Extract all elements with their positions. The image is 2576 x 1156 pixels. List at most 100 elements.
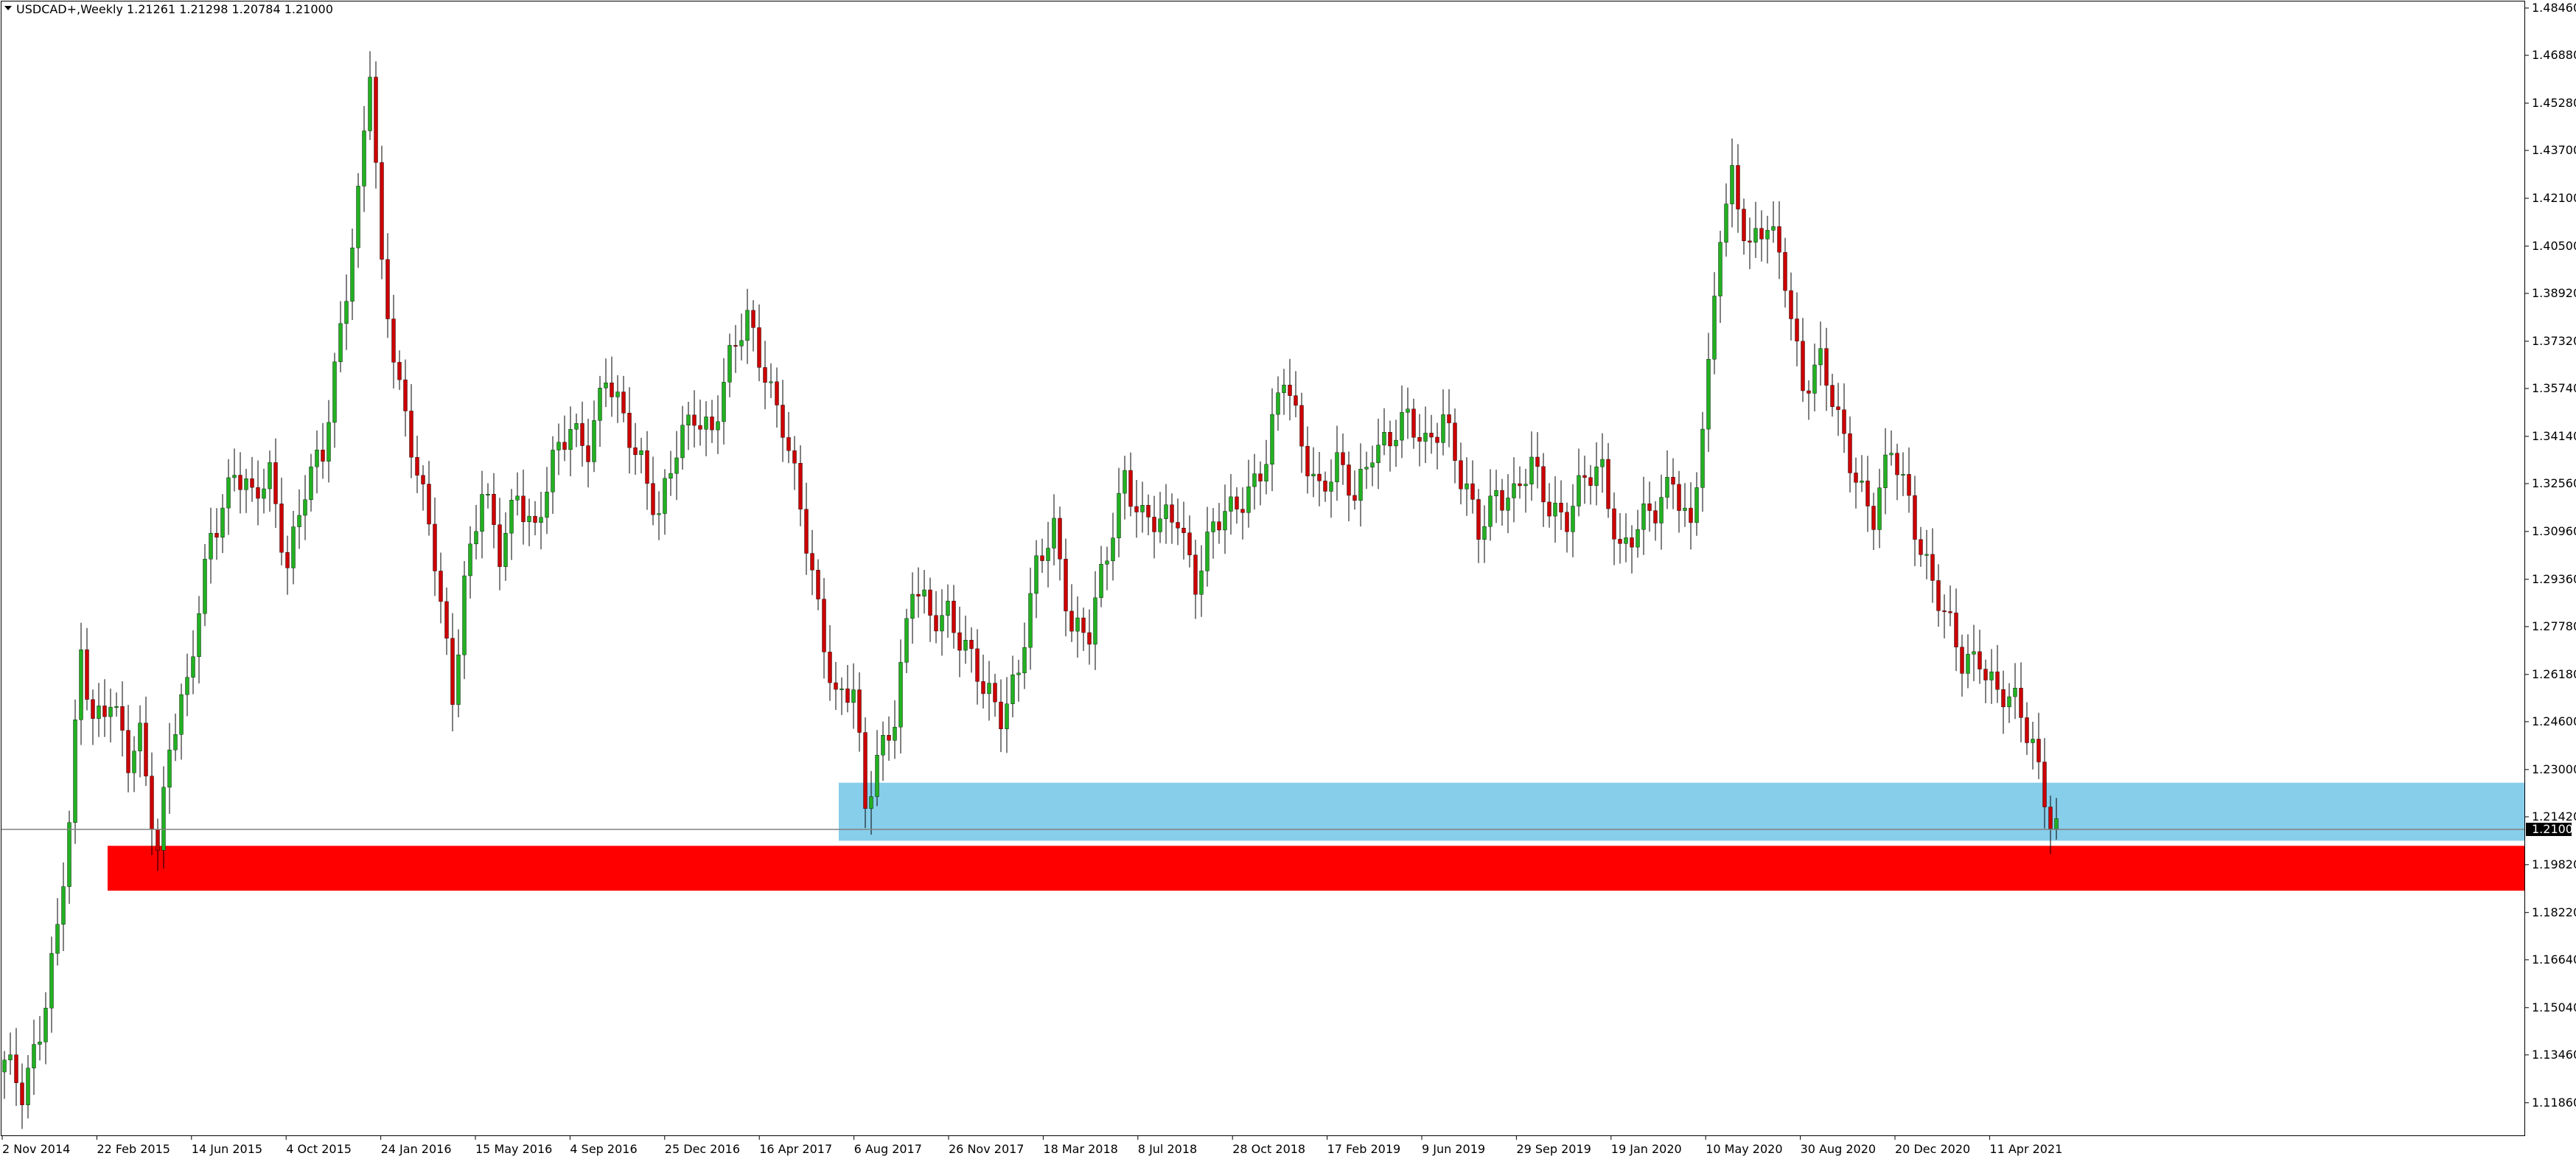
candle: [716, 395, 720, 454]
candle-body: [792, 450, 797, 464]
plot-frame: [1, 1, 2525, 1136]
time-tick-label: 9 Jun 2019: [1422, 1142, 1485, 1156]
candle: [651, 456, 655, 526]
candle-body: [132, 751, 136, 773]
candle: [1541, 453, 1546, 527]
candle: [1771, 201, 1776, 243]
candle-body: [798, 463, 803, 509]
collapse-triangle-icon[interactable]: [4, 6, 12, 10]
candle: [1653, 501, 1658, 541]
candle-body: [1376, 445, 1381, 463]
candle-body: [262, 488, 266, 499]
candle: [1807, 380, 1811, 420]
candle: [1512, 457, 1516, 523]
candle-body: [1040, 555, 1044, 561]
time-axis[interactable]: 2 Nov 2014 22 Feb 2015 14 Jun 2015 4 Oct 20…: [1, 1135, 2062, 1156]
candle-body: [2019, 688, 2023, 718]
candle: [916, 567, 921, 618]
candle-body: [1954, 613, 1958, 647]
candle-body: [515, 495, 520, 501]
candle-body: [1370, 462, 1375, 467]
candle: [1577, 448, 1581, 517]
candle: [462, 560, 467, 680]
candle: [851, 663, 856, 729]
candle: [1005, 677, 1009, 753]
candle-body: [1288, 384, 1292, 396]
candle-body: [1046, 548, 1050, 561]
candle-body: [946, 600, 950, 616]
candle: [1618, 512, 1622, 564]
candle: [1288, 358, 1292, 421]
candle-body: [1028, 593, 1033, 648]
candle-body: [503, 532, 508, 567]
candle: [1352, 470, 1357, 510]
candle-body: [1842, 409, 1846, 434]
candle: [1659, 474, 1664, 550]
candle: [692, 390, 697, 448]
candle: [1258, 461, 1263, 506]
candle-body: [669, 473, 673, 479]
candle: [969, 627, 974, 673]
candle: [1058, 506, 1062, 581]
candle-body: [368, 77, 372, 131]
candle-body: [1594, 466, 1599, 486]
candle-body: [1659, 497, 1664, 523]
candle: [1187, 515, 1192, 568]
candle: [1075, 596, 1080, 658]
candle: [1087, 609, 1092, 665]
demand-zone-blue[interactable]: [839, 782, 2524, 841]
candle: [1641, 476, 1646, 555]
candle: [73, 699, 77, 844]
price-axis[interactable]: 1.48460 1.46880 1.45280 1.43700 1.42100 1.405…: [2524, 1, 2576, 1110]
candle-body: [1582, 475, 1587, 478]
candle-body: [1081, 617, 1086, 633]
candle: [421, 465, 425, 511]
candle: [1924, 529, 1929, 579]
time-tick-label: 24 Jan 2016: [381, 1142, 452, 1156]
candle: [14, 1028, 18, 1107]
candle-body: [14, 1054, 18, 1083]
candle: [2048, 795, 2053, 854]
candle-body: [898, 662, 903, 728]
candle-body: [1447, 414, 1451, 423]
candle-body: [456, 654, 461, 705]
candle: [515, 472, 520, 516]
candle-body: [26, 1068, 30, 1105]
candle-body: [751, 310, 755, 328]
candle: [144, 696, 148, 786]
candle: [2036, 712, 2041, 779]
candle: [869, 770, 873, 835]
candles-layer: [2, 51, 2059, 1129]
candle: [250, 456, 254, 502]
candle-body: [1972, 651, 1976, 655]
candle: [397, 350, 402, 390]
candle: [1972, 624, 1976, 681]
candle: [450, 613, 455, 732]
candle-body: [197, 613, 201, 657]
candle-body: [462, 575, 467, 655]
candle: [1146, 494, 1151, 536]
candle-body: [297, 515, 301, 527]
candle-body: [232, 475, 237, 478]
candle: [380, 145, 384, 279]
candle-body: [1748, 240, 1752, 243]
candle-body: [562, 442, 567, 450]
price-tick-label: 1.18220: [2532, 905, 2576, 919]
support-zone-red[interactable]: [108, 846, 2524, 891]
candle: [1600, 433, 1605, 493]
candle-body: [356, 186, 360, 248]
candle: [1388, 420, 1392, 472]
candle: [1028, 567, 1033, 670]
candle: [197, 596, 201, 684]
candle: [362, 105, 366, 212]
candle: [610, 356, 614, 417]
candle-body: [822, 599, 826, 652]
candle-body: [1382, 432, 1386, 445]
candle-body: [1848, 433, 1852, 473]
candle-body: [1105, 560, 1109, 565]
candle: [1677, 470, 1681, 533]
candle: [214, 508, 219, 560]
candle: [232, 448, 237, 492]
candle: [226, 459, 231, 535]
